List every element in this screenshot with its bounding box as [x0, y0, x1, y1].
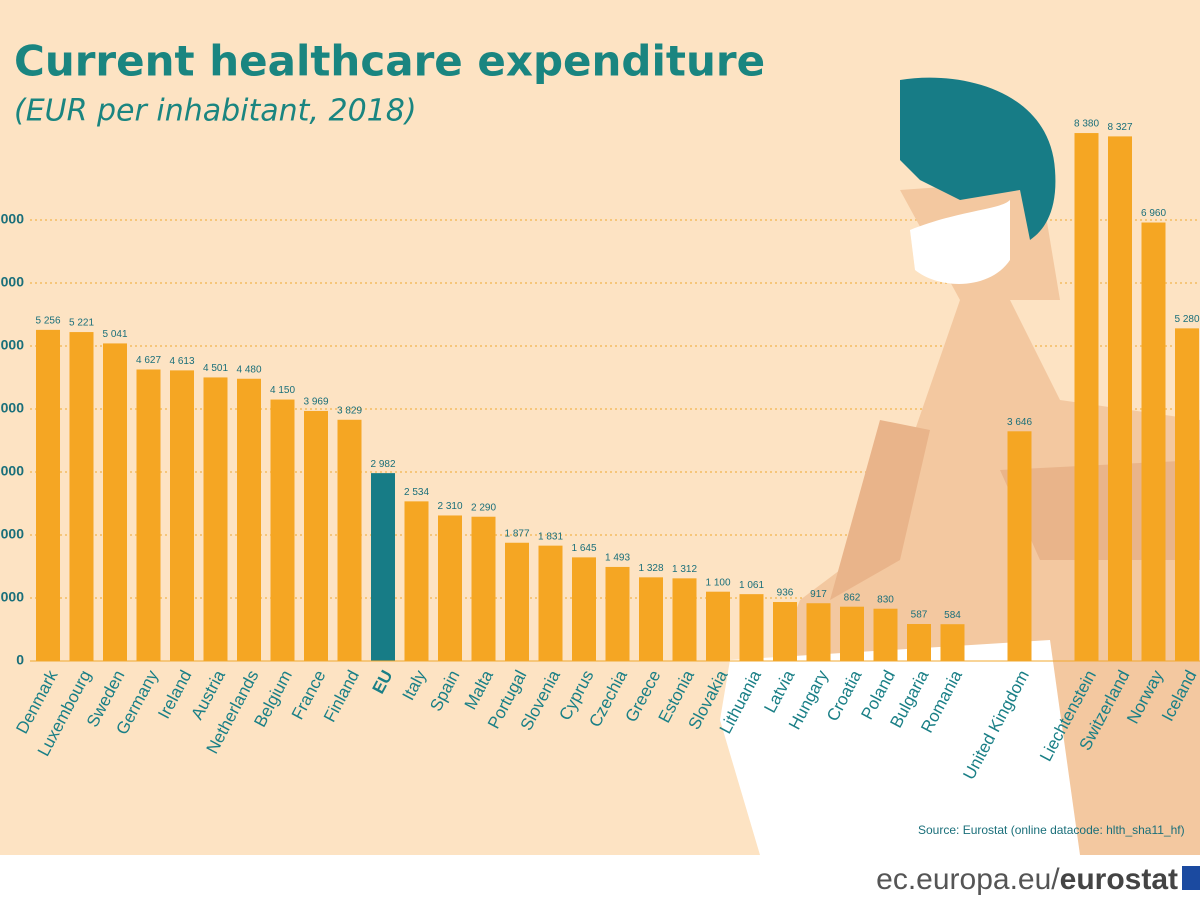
footer-site: ec.europa.eu/: [876, 863, 1060, 896]
bar: [471, 516, 496, 661]
bar: [940, 624, 965, 661]
source-note: Source: Eurostat (online datacode: hlth_…: [918, 823, 1185, 837]
value-label: 1 328: [638, 563, 663, 574]
value-label: 6 960: [1141, 208, 1166, 219]
value-label: 3 829: [337, 405, 362, 416]
bar: [136, 369, 161, 661]
y-tick-label: 2 000: [0, 526, 24, 542]
bar: [237, 378, 261, 661]
y-tick-label: 6 000: [0, 274, 24, 290]
value-label: 1 061: [739, 580, 764, 591]
value-label: 936: [777, 588, 794, 599]
bar: [1108, 136, 1132, 662]
value-label: 8 380: [1074, 119, 1099, 130]
bar: [438, 515, 462, 661]
value-label: 5 280: [1174, 314, 1199, 325]
value-label: 584: [944, 610, 961, 621]
bar: [1141, 222, 1166, 661]
bar: [203, 377, 228, 661]
value-label: 3 646: [1007, 417, 1032, 428]
bar: [706, 591, 730, 661]
bar: [1074, 133, 1099, 661]
y-tick-label: 3 000: [0, 463, 24, 479]
value-label: 2 290: [471, 502, 496, 513]
bar: [337, 419, 362, 661]
value-label: 2 982: [370, 459, 395, 470]
value-label: 1 312: [672, 564, 697, 575]
value-label: 2 534: [404, 487, 429, 498]
value-label: 4 627: [136, 355, 161, 366]
value-label: 4 150: [270, 385, 295, 396]
bar: [371, 473, 395, 661]
bar: [270, 399, 295, 661]
bar: [69, 332, 94, 661]
bar: [672, 578, 697, 661]
footer-brand: eurostat: [1060, 863, 1178, 896]
bar: [773, 602, 797, 661]
bar: [1007, 431, 1032, 661]
value-label: 1 100: [705, 577, 730, 588]
bar: [739, 594, 764, 661]
value-label: 2 310: [437, 501, 462, 512]
chart-subtitle: (EUR per inhabitant, 2018): [14, 94, 417, 129]
value-label: 4 480: [236, 364, 261, 375]
value-label: 830: [877, 594, 894, 605]
bar: [538, 545, 563, 661]
value-label: 5 221: [69, 318, 94, 329]
bar: [505, 542, 529, 661]
bar: [572, 557, 596, 661]
value-label: 917: [810, 589, 827, 600]
value-label: 8 327: [1107, 122, 1132, 133]
value-label: 4 613: [169, 356, 194, 367]
y-tick-label: 7 000: [0, 211, 24, 227]
value-label: 1 877: [504, 528, 529, 539]
y-tick-label: 4 000: [0, 400, 24, 416]
bar: [873, 608, 898, 661]
bar: [840, 606, 864, 661]
chart-title: Current healthcare expenditure: [14, 37, 765, 86]
bar: [170, 370, 194, 661]
value-label: 4 501: [203, 363, 228, 374]
bar: [103, 343, 127, 661]
footer-band: [0, 855, 1200, 900]
footer-text: ec.europa.eu/eurostat: [876, 863, 1178, 896]
bar: [36, 329, 60, 661]
bar: [404, 501, 429, 661]
bar: [806, 603, 831, 661]
y-tick-label: 0: [16, 652, 24, 668]
y-tick-label: 1 000: [0, 589, 24, 605]
bar: [907, 624, 931, 661]
value-label: 3 969: [303, 397, 328, 408]
value-label: 862: [844, 592, 861, 603]
bar: [1175, 328, 1199, 661]
value-label: 1 493: [605, 553, 630, 564]
eu-flag: [1182, 866, 1200, 890]
value-label: 5 256: [35, 316, 60, 327]
illustration: [720, 77, 1200, 855]
bar: [304, 410, 328, 661]
bar: [639, 577, 663, 661]
bar: [605, 566, 630, 661]
value-label: 1 831: [538, 531, 563, 542]
value-label: 587: [911, 610, 928, 621]
y-tick-label: 5 000: [0, 337, 24, 353]
value-label: 5 041: [102, 329, 127, 340]
value-label: 1 645: [571, 543, 596, 554]
